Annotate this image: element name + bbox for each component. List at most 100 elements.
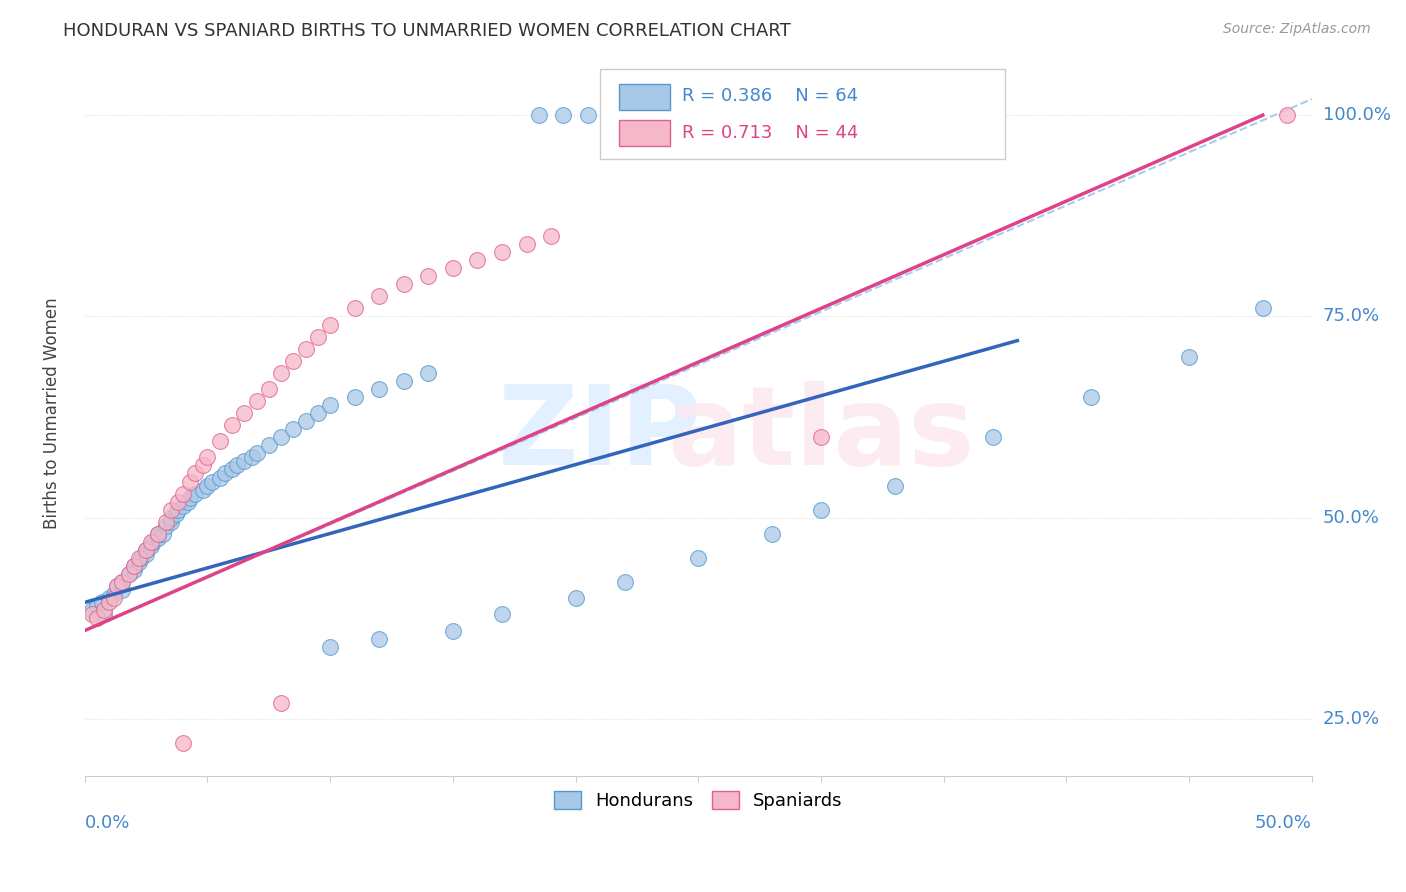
Point [184, 467, 207, 481]
Point [201, 475, 224, 489]
Point [368, 382, 391, 396]
Point [270, 696, 292, 710]
Point [110, 575, 132, 590]
Point [233, 406, 256, 420]
Point [98, 591, 121, 606]
Point [731, 108, 754, 122]
Point [491, 607, 513, 622]
Point [245, 394, 267, 409]
Point [368, 632, 391, 646]
Point [86, 611, 108, 625]
Text: 25.0%: 25.0% [1323, 710, 1381, 728]
Point [129, 551, 152, 566]
Point [159, 515, 181, 529]
Point [221, 462, 243, 476]
Point [270, 430, 292, 444]
Point [392, 277, 415, 292]
Point [981, 430, 1004, 444]
Point [110, 583, 132, 598]
Point [152, 527, 174, 541]
Point [240, 450, 263, 465]
Point [491, 245, 513, 260]
FancyBboxPatch shape [619, 120, 671, 146]
Point [221, 418, 243, 433]
Point [118, 567, 141, 582]
Point [883, 478, 905, 492]
Point [208, 434, 231, 449]
Text: R = 0.713    N = 44: R = 0.713 N = 44 [682, 124, 859, 142]
Point [135, 543, 157, 558]
Point [128, 555, 150, 569]
Point [392, 374, 415, 388]
Point [418, 366, 440, 380]
Point [418, 269, 440, 284]
Point [139, 539, 162, 553]
Point [191, 483, 214, 497]
Point [688, 551, 710, 566]
Point [257, 382, 280, 396]
Point [810, 430, 832, 444]
Point [319, 318, 342, 332]
Point [122, 559, 145, 574]
Point [515, 237, 537, 252]
Point [139, 535, 162, 549]
Point [711, 108, 734, 122]
Point [110, 575, 132, 590]
Point [197, 450, 219, 465]
Point [148, 531, 170, 545]
Text: ZIP: ZIP [499, 382, 702, 488]
Point [294, 342, 316, 356]
Point [441, 261, 464, 276]
Point [135, 543, 157, 558]
Point [283, 422, 305, 436]
Point [1251, 301, 1274, 316]
Point [564, 591, 586, 606]
Point [602, 108, 624, 122]
Point [245, 446, 267, 460]
Text: atlas: atlas [668, 382, 974, 488]
Point [233, 454, 256, 468]
Point [122, 563, 145, 577]
Point [90, 595, 112, 609]
Point [172, 736, 194, 750]
Point [319, 398, 342, 412]
Point [148, 527, 170, 541]
Point [307, 406, 329, 420]
Point [540, 228, 562, 243]
Point [527, 108, 550, 122]
Point [319, 640, 342, 654]
Point [208, 470, 231, 484]
Point [105, 579, 128, 593]
Point [179, 475, 201, 489]
Point [148, 527, 170, 541]
Point [766, 108, 789, 122]
Point [761, 527, 783, 541]
Point [307, 329, 329, 343]
Point [467, 253, 489, 268]
Point [343, 301, 366, 316]
Point [553, 108, 575, 122]
Y-axis label: Births to Unmarried Women: Births to Unmarried Women [44, 297, 60, 529]
Text: 0.0%: 0.0% [84, 814, 131, 832]
Point [172, 486, 194, 500]
Point [626, 108, 648, 122]
Point [1277, 108, 1299, 122]
Point [576, 108, 599, 122]
Point [165, 507, 187, 521]
Point [179, 491, 201, 505]
Point [142, 535, 165, 549]
FancyBboxPatch shape [619, 84, 671, 110]
Point [662, 108, 685, 122]
Point [368, 289, 391, 303]
Point [93, 607, 115, 622]
Point [1178, 350, 1201, 364]
Text: 50.0%: 50.0% [1256, 814, 1312, 832]
Point [748, 108, 770, 122]
Point [688, 108, 710, 122]
Point [191, 458, 214, 473]
Point [167, 502, 190, 516]
Point [810, 502, 832, 516]
FancyBboxPatch shape [600, 69, 1005, 160]
Text: 75.0%: 75.0% [1323, 308, 1381, 326]
Point [105, 579, 128, 593]
